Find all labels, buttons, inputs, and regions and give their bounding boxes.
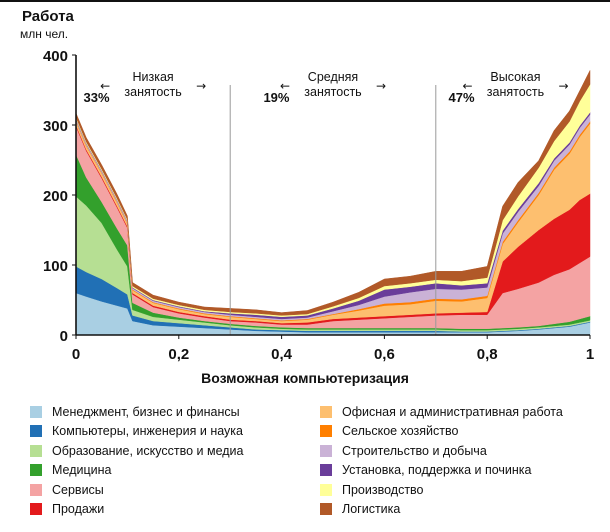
zone-label: занятость [124, 85, 181, 99]
legend-label: Сервисы [52, 482, 104, 497]
legend-right-column: Офисная и административная работа Сельско… [320, 402, 563, 519]
legend-item: Компьютеры, инженерия и наука [30, 422, 243, 442]
y-axis-unit: млн чел. [20, 27, 69, 41]
legend-label: Производство [342, 482, 424, 497]
zone-label: Средняя [308, 70, 358, 84]
legend-label: Сельское хозяйство [342, 424, 459, 439]
arrow-left-icon: ← [280, 79, 290, 93]
arrow-left-icon: ← [462, 79, 472, 93]
y-tick-label: 100 [43, 258, 68, 275]
legend-item: Производство [320, 480, 563, 500]
x-tick-label: 0,4 [271, 346, 293, 363]
legend-item: Сервисы [30, 480, 243, 500]
x-tick-label: 1 [586, 346, 594, 363]
stacked-area-chart: 0 100 200 300 400 0 0,2 0,4 0,6 0,8 1 33% 19% 47% Низк… [43, 48, 594, 363]
x-tick-label: 0 [72, 346, 80, 363]
arrow-right-icon: → [376, 79, 386, 93]
legend-item: Образование, искусство и медиа [30, 441, 243, 461]
legend-label: Менеджмент, бизнес и финансы [52, 404, 240, 419]
x-tick-label: 0,2 [168, 346, 189, 363]
legend-swatch [30, 405, 42, 418]
legend-left-column: Менеджмент, бизнес и финансы Компьютеры, … [30, 402, 243, 519]
legend-item: Установка, поддержка и починка [320, 461, 563, 481]
legend-swatch [30, 464, 42, 477]
legend-swatch [320, 425, 332, 438]
legend-label: Компьютеры, инженерия и наука [52, 424, 243, 439]
legend-label: Офисная и административная работа [342, 404, 563, 419]
legend-label: Строительство и добыча [342, 443, 487, 458]
legend-swatch [320, 444, 332, 457]
share-percent-label: 19% [263, 90, 289, 105]
arrow-left-icon: ← [100, 79, 110, 93]
legend-swatch [320, 503, 332, 516]
x-tick-label: 0,6 [374, 346, 395, 363]
legend-item: Логистика [320, 500, 563, 520]
y-tick-label: 200 [43, 188, 68, 205]
x-tick-label: 0,8 [477, 346, 498, 363]
y-tick-label: 300 [43, 118, 68, 135]
share-percent-label: 33% [84, 90, 110, 105]
legend-item: Строительство и добыча [320, 441, 563, 461]
legend-label: Продажи [52, 502, 105, 517]
legend-swatch [320, 464, 332, 477]
zone-label: занятость [304, 85, 361, 99]
legend-swatch [320, 483, 332, 496]
zone-label: Высокая [490, 70, 540, 84]
legend-label: Образование, искусство и медиа [52, 443, 244, 458]
zone-label: занятость [487, 85, 544, 99]
legend-label: Медицина [52, 463, 112, 478]
zone-label: Низкая [132, 70, 173, 84]
y-axis-title: Работа [22, 8, 74, 25]
share-percent-label: 47% [448, 90, 474, 105]
legend-item: Офисная и административная работа [320, 402, 563, 422]
legend-item: Сельское хозяйство [320, 422, 563, 442]
legend-swatch [30, 483, 42, 496]
arrow-right-icon: → [558, 79, 568, 93]
x-axis-title: Возможная компьютеризация [201, 370, 409, 386]
legend-swatch [30, 444, 42, 457]
arrow-right-icon: → [196, 79, 206, 93]
y-tick-label: 400 [43, 48, 68, 65]
y-tick-label: 0 [60, 328, 68, 345]
legend-swatch [30, 503, 42, 516]
legend-item: Медицина [30, 461, 243, 481]
legend-item: Менеджмент, бизнес и финансы [30, 402, 243, 422]
legend-swatch [30, 425, 42, 438]
legend-label: Установка, поддержка и починка [342, 463, 532, 478]
top-rule [0, 0, 610, 2]
legend-item: Продажи [30, 500, 243, 520]
legend-label: Логистика [342, 502, 401, 517]
legend-swatch [320, 405, 332, 418]
